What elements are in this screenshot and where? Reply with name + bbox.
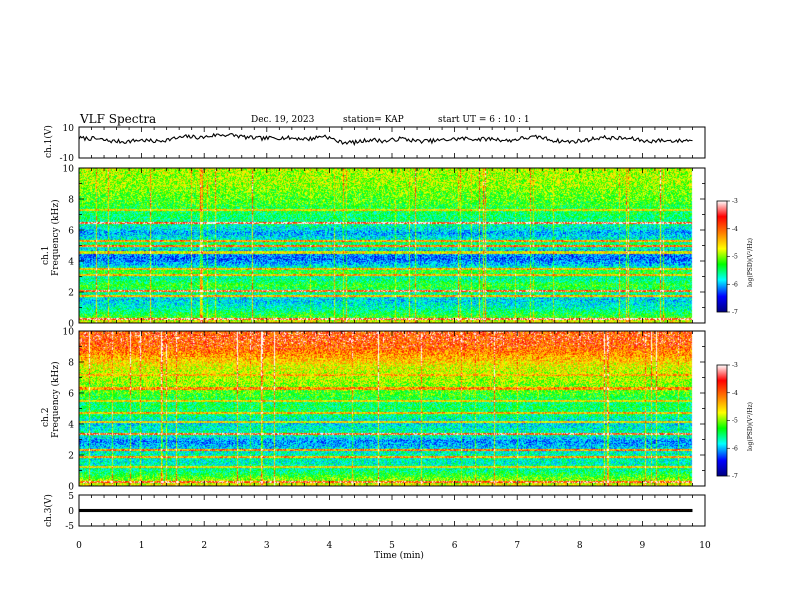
ch2-colorbar-tick-label: -5 — [732, 418, 738, 425]
x-tick-label: 1 — [139, 541, 145, 551]
ch1-spectrogram-ytick-label: 6 — [68, 227, 74, 237]
start-time-label: start UT = 6 : 10 : 1 — [438, 115, 530, 125]
station-label: station= KAP — [343, 115, 404, 125]
x-tick-label: 5 — [389, 541, 395, 551]
ch2-colorbar-tick-label: -4 — [732, 390, 738, 397]
ch1-ytick-top: 10 — [63, 124, 75, 134]
x-tick-label: 7 — [514, 541, 520, 551]
x-tick-label: 0 — [76, 541, 82, 551]
ch1-ytick-bottom: -10 — [60, 154, 75, 164]
ch1-colorbar-gradient — [717, 201, 727, 312]
ch2-colorbar-tick-label: -3 — [732, 362, 738, 369]
ch2-spectrogram-ytick-label: 0 — [68, 483, 74, 493]
x-tick-label: 9 — [640, 541, 646, 551]
ch1-waveform-line — [78, 132, 693, 147]
x-tick-label: 4 — [327, 541, 333, 551]
ch2-colorbar-tick-label: -7 — [732, 473, 738, 480]
x-tick-label: 6 — [452, 541, 458, 551]
ch1-waveform-ylabel: ch.1(V) — [43, 125, 54, 158]
ch1-colorbar-tick-label: -6 — [732, 281, 738, 288]
ch2-colorbar-label: log(PSD)(V2/Hz) — [746, 402, 755, 451]
ch2-spectrogram-ytick-label: 2 — [68, 452, 74, 462]
ch1-colorbar: -3 -4 -5 -6 -7 log(PSD)(V2/Hz) — [716, 198, 755, 316]
ch2-spectrogram-image — [79, 331, 705, 486]
ch1-spectrogram-ylabel-channel: ch.1 — [41, 246, 51, 265]
x-tick-label: 2 — [201, 541, 207, 551]
ch2-spectrogram-ylabel-frequency: Frequency (kHz) — [50, 361, 61, 438]
ch2-spectrogram-ytick-label: 8 — [68, 359, 74, 369]
ch3-ytick-top: 5 — [68, 492, 74, 502]
x-tick-label: 10 — [699, 541, 711, 551]
ch1-colorbar-tick-label: -3 — [732, 198, 738, 205]
ch1-colorbar-tick-label: -7 — [732, 309, 738, 316]
ch1-waveform-panel: 10 -10 ch.1(V) — [43, 124, 706, 164]
ch1-spectrogram-ylabel-frequency: Frequency (kHz) — [50, 199, 61, 276]
date-label: Dec. 19, 2023 — [251, 115, 315, 125]
ch3-ytick-mid: 0 — [68, 507, 74, 517]
ch3-waveform-line — [79, 508, 693, 513]
ch1-spectrogram-ytick-label: 4 — [68, 258, 74, 268]
ch3-waveform-frame — [78, 494, 706, 527]
x-axis-label: Time (min) — [374, 550, 424, 561]
ch2-spectrogram-panel: 0 2 4 6 8 10 ch.2 Frequency (kHz) — [41, 328, 706, 493]
x-tick-label: 3 — [264, 541, 270, 551]
ch1-spectrogram-ytick-label: 2 — [68, 289, 74, 299]
ch1-colorbar-label: log(PSD)(V2/Hz) — [746, 238, 755, 287]
ch2-spectrogram-ytick-label: 6 — [68, 390, 74, 400]
ch1-spectrogram-image — [79, 168, 705, 323]
ch1-colorbar-tick-label: -4 — [732, 226, 738, 233]
ch1-spectrogram-ytick-label: 10 — [63, 165, 75, 175]
ch2-colorbar-gradient — [717, 365, 727, 476]
ch2-spectrogram-ytick-label: 4 — [68, 421, 74, 431]
ch2-spectrogram-ylabel-channel: ch.2 — [41, 408, 51, 427]
ch1-spectrogram-ytick-label: 8 — [68, 196, 74, 206]
x-tick-label: 8 — [577, 541, 583, 551]
ch1-spectrogram-ytick-label: 0 — [68, 320, 74, 330]
ch2-colorbar: -3 -4 -5 -6 -7 log(PSD)(V2/Hz) — [716, 362, 755, 480]
ch3-waveform-panel: 5 0 -5 ch.3(V) 0 1 2 3 4 5 6 7 8 9 10 Time (min) — [43, 492, 711, 561]
ch2-colorbar-tick-label: -6 — [732, 445, 738, 452]
figure-title: VLF Spectra — [79, 112, 156, 126]
ch1-spectrogram-panel: 0 2 4 6 8 10 ch.1 Frequency (kHz) — [41, 165, 706, 330]
ch1-spectrogram-frame — [78, 167, 706, 324]
ch1-colorbar-tick-label: -5 — [732, 254, 738, 261]
ch3-waveform-ylabel: ch.3(V) — [43, 494, 54, 527]
ch3-ytick-bottom: -5 — [65, 522, 74, 532]
ch2-spectrogram-ytick-label: 10 — [63, 328, 75, 338]
ch2-spectrogram-frame — [78, 330, 706, 487]
ch1-waveform-frame — [78, 126, 706, 159]
